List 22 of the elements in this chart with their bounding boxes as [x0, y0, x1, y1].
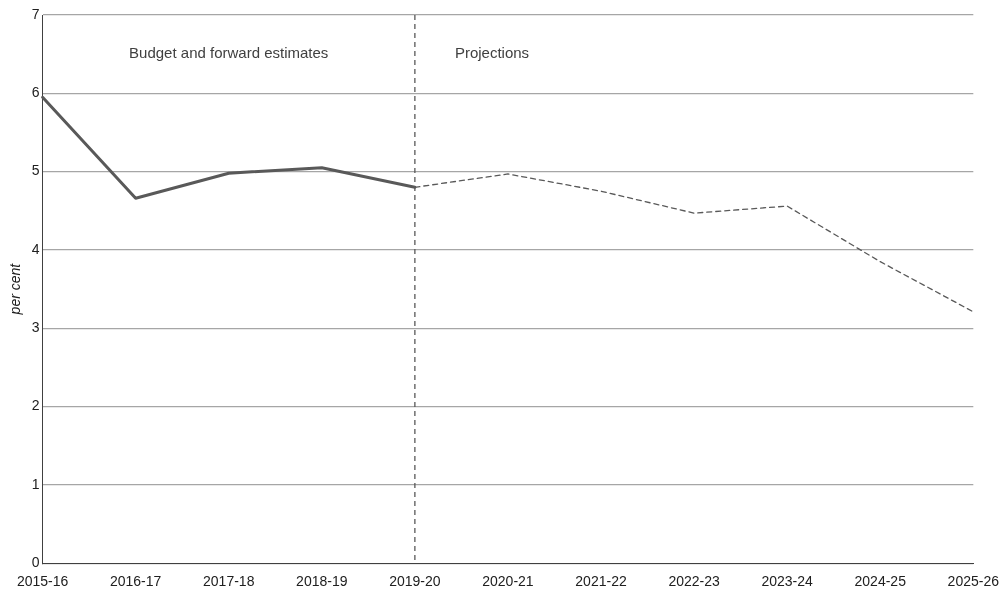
x-tick-label: 2017-18 — [203, 573, 255, 590]
y-axis-title: per cent — [7, 262, 24, 316]
x-tick-label: 2018-19 — [296, 573, 348, 590]
x-tick-label: 2015-16 — [16, 573, 69, 590]
y-tick-label: 0 — [31, 554, 40, 571]
annotation: Budget and forward estimates — [129, 44, 329, 62]
x-tick-label: 2016-17 — [109, 573, 162, 590]
y-tick-label: 6 — [31, 84, 40, 101]
x-tick-label: 2020-21 — [482, 573, 534, 590]
x-tick-label: 2021-22 — [575, 573, 627, 590]
x-tick-label: 2023-24 — [761, 573, 814, 590]
x-tick-label: 2025-26 — [947, 573, 1000, 590]
x-tick-label: 2022-23 — [668, 573, 720, 590]
y-tick-label: 1 — [31, 475, 40, 492]
y-tick-label: 7 — [31, 5, 40, 22]
annotation: Projections — [454, 44, 530, 62]
x-tick-label: 2019-20 — [389, 573, 441, 590]
y-tick-label: 5 — [31, 162, 40, 179]
y-tick-label: 3 — [31, 319, 40, 336]
y-tick-label: 4 — [31, 240, 40, 257]
x-tick-label: 2024-25 — [854, 573, 907, 590]
y-tick-label: 2 — [31, 397, 40, 414]
